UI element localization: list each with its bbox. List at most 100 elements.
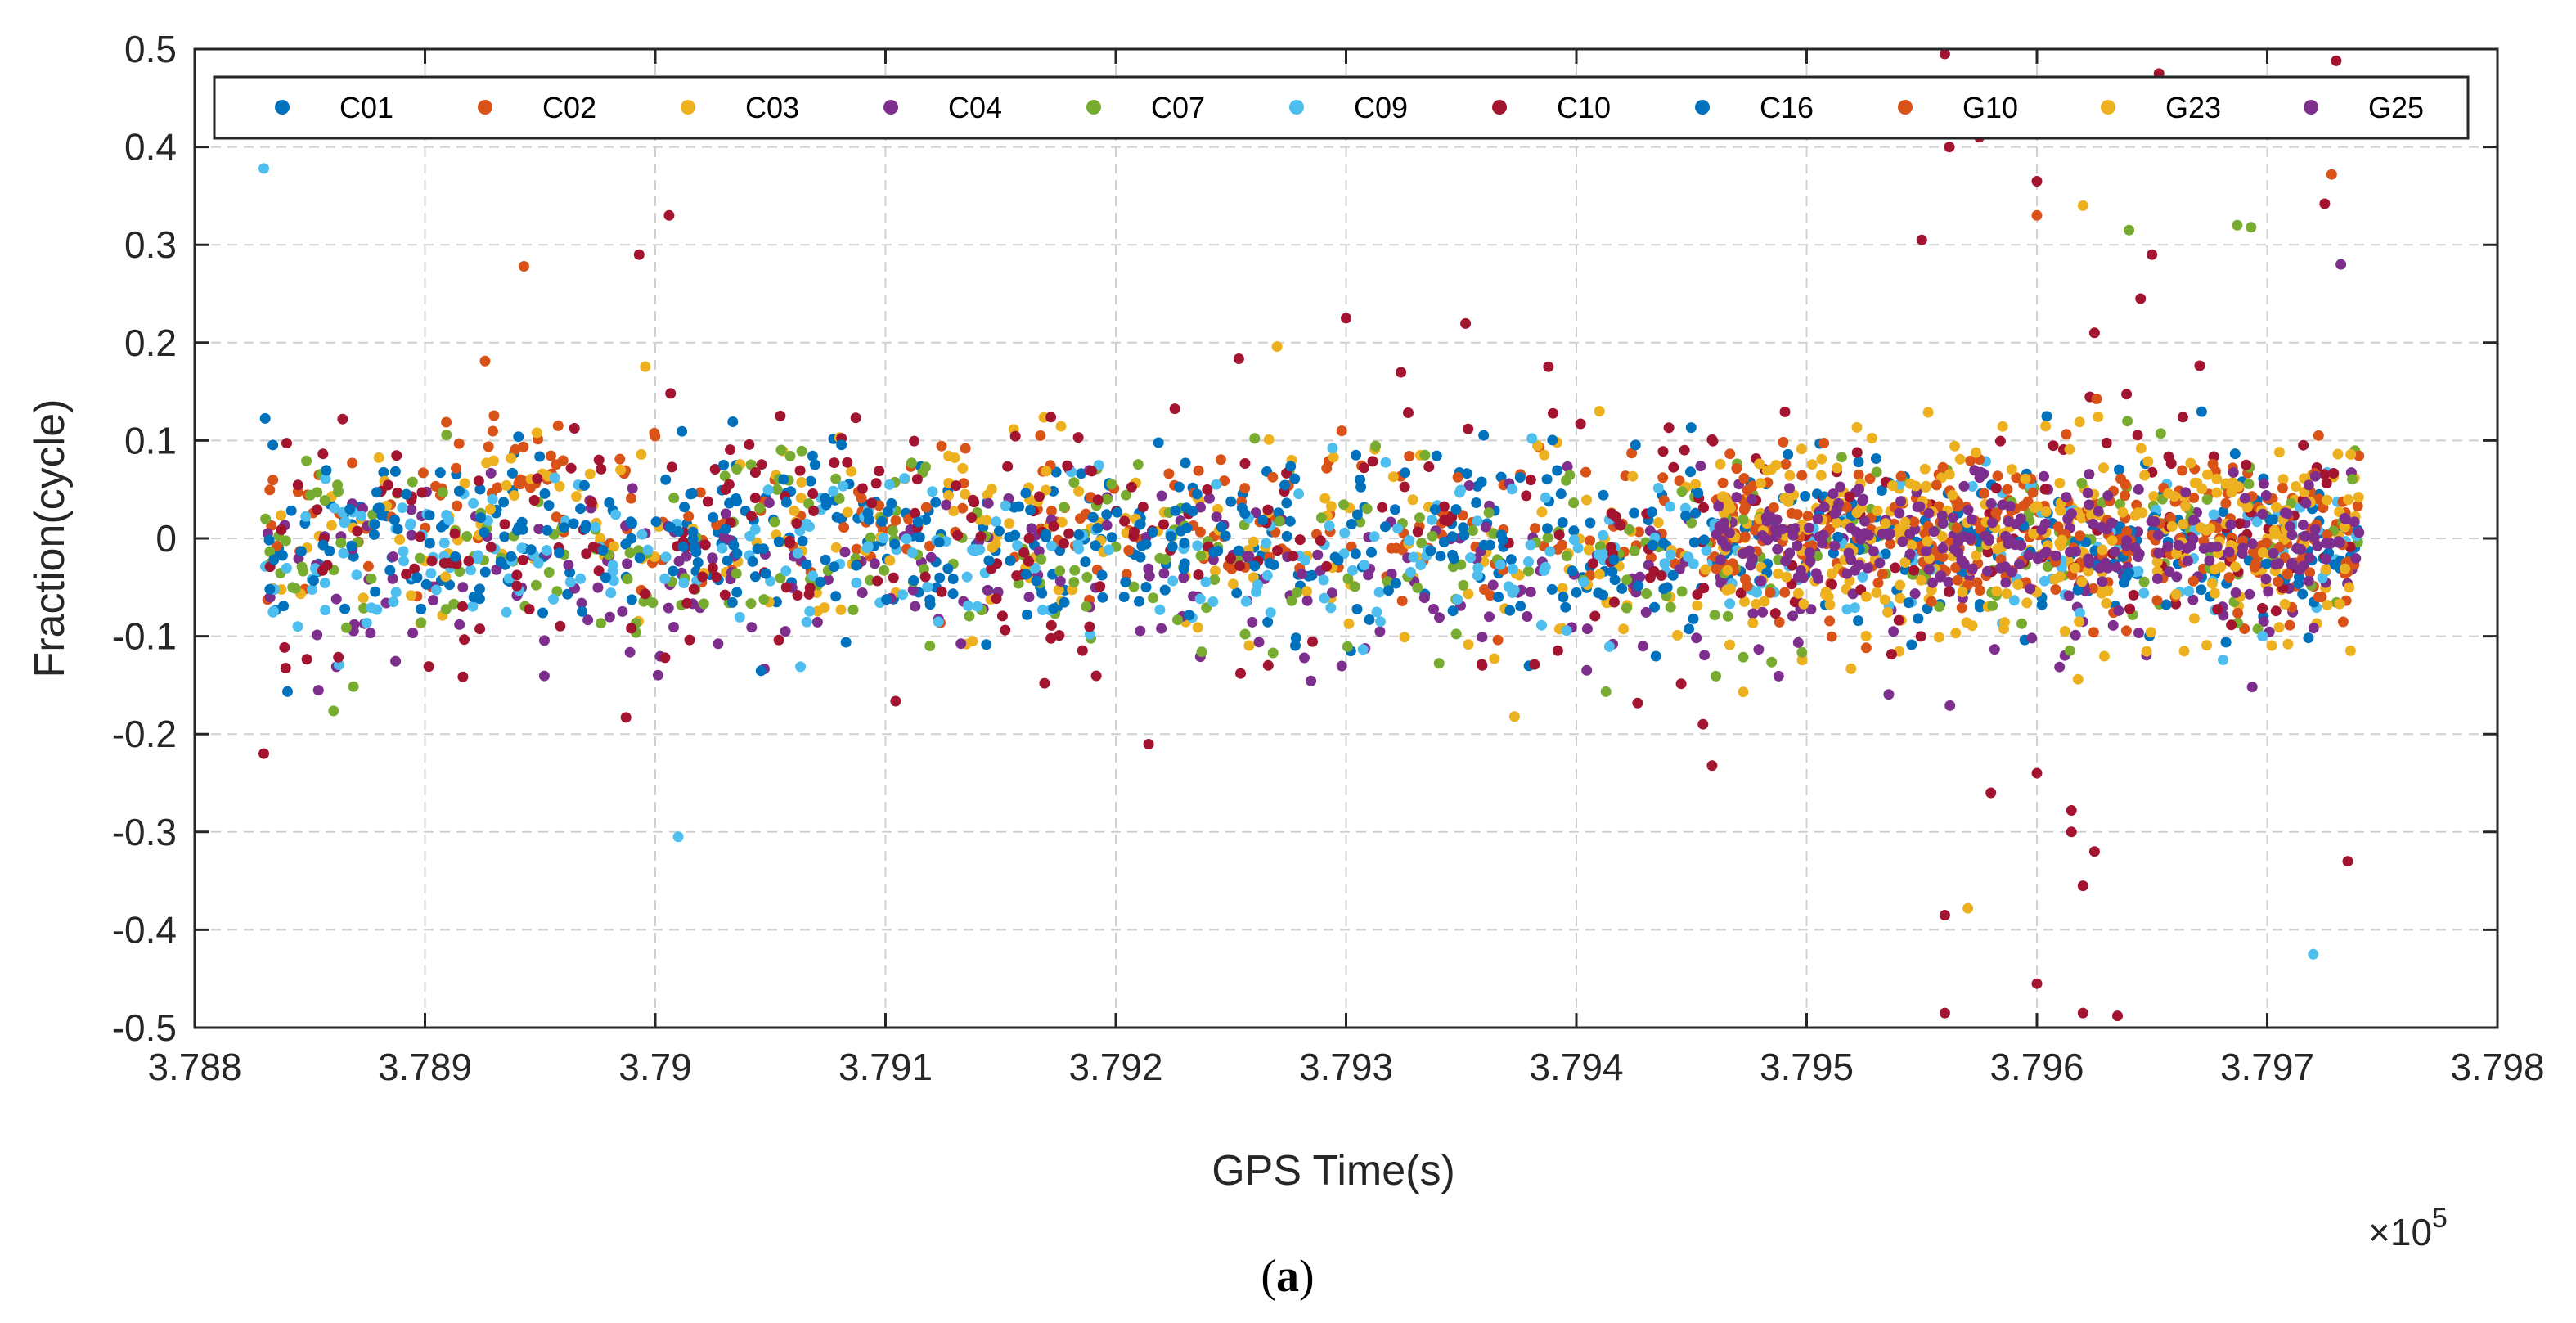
- point-C10: [872, 575, 883, 587]
- point-C16: [580, 520, 591, 531]
- point-G23: [1879, 594, 1890, 605]
- point-C10: [473, 475, 484, 487]
- point-G25: [2309, 470, 2321, 482]
- point-C09: [1093, 460, 1104, 471]
- point-C04: [1158, 568, 1170, 579]
- point-C10: [1023, 556, 1034, 567]
- y-tick-label: 0.3: [124, 223, 177, 266]
- point-C09: [2075, 607, 2085, 619]
- legend-marker-C07: [1086, 100, 1101, 115]
- point-C04: [1026, 523, 1037, 534]
- point-C04: [406, 504, 417, 515]
- point-C09: [1073, 543, 1085, 555]
- point-C03: [1248, 536, 1259, 547]
- point-C16: [1118, 592, 1130, 602]
- point-C16: [420, 578, 432, 590]
- point-G25: [2039, 518, 2051, 529]
- point-C16: [1459, 529, 1470, 541]
- point-C07: [348, 681, 359, 692]
- point-G25: [2299, 530, 2310, 542]
- point-C09: [1495, 559, 1506, 570]
- point-C16: [534, 451, 546, 462]
- point-C10: [1119, 515, 1131, 527]
- point-G10: [2284, 619, 2295, 631]
- point-C10: [1644, 572, 1656, 583]
- point-C04: [1525, 587, 1536, 598]
- y-tick-label: -0.4: [112, 908, 177, 951]
- point-C04: [2107, 619, 2119, 631]
- point-G23: [2282, 638, 2294, 650]
- point-G25: [1965, 533, 1976, 544]
- point-C16: [1680, 510, 1692, 521]
- legend-label-C03: C03: [745, 91, 799, 124]
- point-C16: [1698, 534, 1710, 546]
- point-C07: [1676, 486, 1688, 497]
- point-G23: [1971, 447, 1982, 458]
- point-C09: [1452, 594, 1463, 605]
- point-C09: [398, 546, 409, 557]
- point-C04: [1757, 606, 1769, 618]
- point-C10: [1990, 483, 2002, 493]
- point-C16: [516, 516, 528, 528]
- point-G25: [1877, 529, 1888, 540]
- point-C02: [1674, 475, 1685, 487]
- point-G23: [1754, 458, 1765, 470]
- point-C10: [1412, 526, 1423, 538]
- point-C07: [2042, 561, 2053, 573]
- point-C07: [758, 594, 770, 605]
- point-C16: [1685, 422, 1697, 434]
- point-C07: [1483, 507, 1495, 519]
- point-C10: [719, 589, 731, 601]
- point-C03: [789, 505, 800, 516]
- point-G23: [1916, 574, 1926, 586]
- point-G23: [2132, 507, 2143, 519]
- point-G25: [1923, 507, 1935, 519]
- point-C09: [398, 556, 409, 567]
- point-C16: [295, 546, 307, 557]
- point-C02: [1864, 473, 1876, 484]
- point-C16: [731, 548, 743, 560]
- point-G23: [1899, 516, 1911, 528]
- point-C16: [1557, 517, 1568, 528]
- point-C07: [924, 641, 936, 651]
- point-C16: [2160, 599, 2172, 610]
- point-C16: [1447, 605, 1459, 617]
- point-G10: [1779, 587, 1791, 598]
- point-C10: [415, 531, 425, 542]
- point-C07: [596, 618, 606, 629]
- legend-label-C10: C10: [1557, 91, 1611, 124]
- point-C04: [406, 529, 417, 541]
- point-C16: [1476, 476, 1487, 488]
- point-C07: [754, 502, 766, 514]
- point-C01: [562, 588, 573, 600]
- point-C07: [1987, 600, 1998, 611]
- point-C09: [780, 565, 792, 577]
- point-C03: [2344, 645, 2356, 656]
- point-C16: [677, 425, 688, 437]
- point-C16: [726, 596, 738, 608]
- point-C10: [1095, 581, 1106, 592]
- point-G25: [1804, 522, 1814, 533]
- outlier-point-C10: [2088, 327, 2100, 339]
- point-G25: [1904, 548, 1916, 560]
- point-C10: [2039, 484, 2051, 495]
- point-G10: [1979, 488, 1990, 499]
- point-C10: [281, 438, 292, 449]
- point-C04: [941, 499, 952, 511]
- point-C10: [2128, 589, 2139, 601]
- point-C07: [551, 586, 563, 597]
- point-G25: [2070, 546, 2081, 557]
- point-G25: [1813, 573, 1824, 584]
- point-C16: [368, 529, 380, 540]
- point-G23: [2135, 443, 2147, 454]
- y-tick-label: 0.2: [124, 322, 177, 364]
- point-C16: [1216, 521, 1227, 533]
- legend-label-C04: C04: [948, 91, 1002, 124]
- point-G25: [1770, 529, 1782, 541]
- point-C09: [608, 575, 619, 587]
- point-G10: [1818, 438, 1830, 448]
- point-C03: [943, 450, 955, 461]
- point-C16: [1135, 551, 1146, 563]
- point-G25: [2180, 487, 2192, 498]
- point-C10: [2163, 451, 2174, 462]
